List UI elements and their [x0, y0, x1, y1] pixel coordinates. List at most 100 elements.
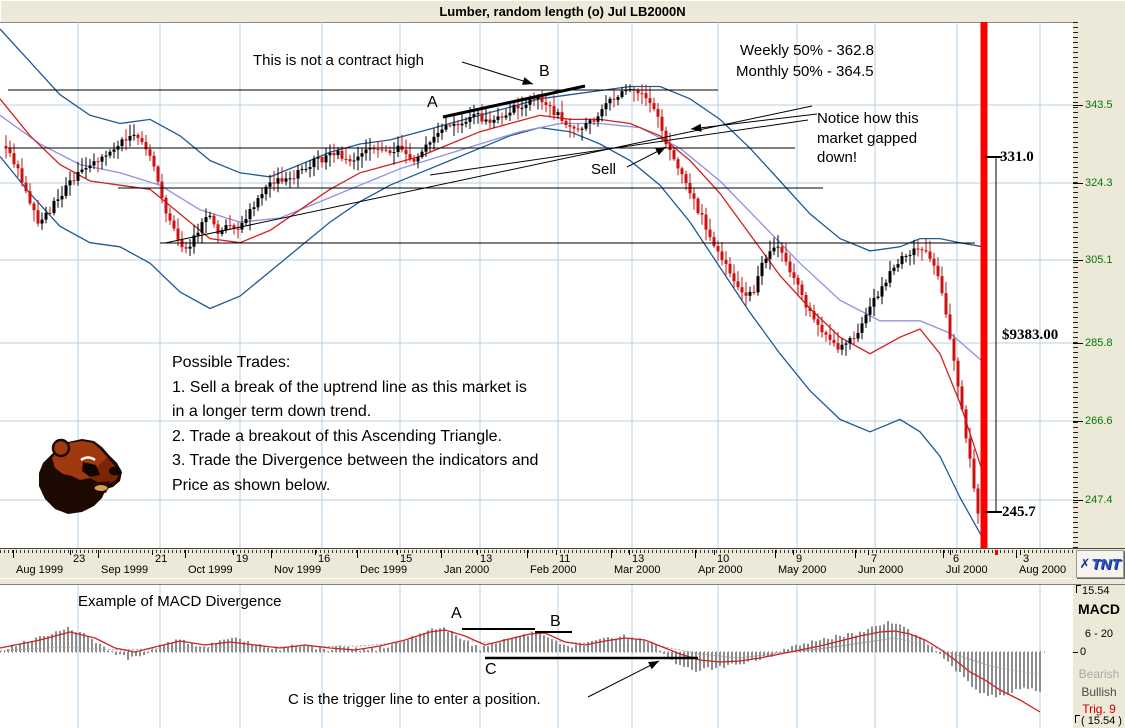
marker-tick: [995, 550, 998, 555]
macd-params: 6 - 20: [1084, 628, 1114, 640]
month-label: Aug 1999: [16, 564, 64, 576]
macd-label-b: B: [550, 613, 561, 630]
month-label: Apr 2000: [698, 564, 743, 576]
week-tick: [397, 550, 398, 555]
week-label: 3: [1023, 553, 1030, 565]
macd-trigger-label: Trig. 9: [1082, 702, 1116, 716]
week-label: 6: [953, 553, 960, 565]
note-line: in a longer term down trend.: [172, 403, 372, 420]
week-label: 13: [632, 553, 645, 565]
month-tick: [1016, 550, 1017, 558]
chart-title: Lumber, random length (o) Jul LB2000N: [439, 3, 686, 19]
price-axis-tick: [1073, 183, 1083, 184]
month-tick: [13, 550, 14, 558]
bracket-mark-icon: [1076, 585, 1081, 593]
macd-title: Example of MACD Divergence: [78, 593, 282, 610]
month-label: Jun 2000: [858, 564, 904, 576]
week-label: 15: [400, 553, 413, 565]
week-tick: [950, 550, 951, 555]
week-tick: [629, 550, 630, 555]
month-label: Feb 2000: [530, 564, 577, 576]
macd-bearish-label: Bearish: [1078, 667, 1120, 681]
month-label: Jul 2000: [946, 564, 988, 576]
price-axis-label: 343.5: [1085, 99, 1113, 111]
label-sell: Sell: [591, 161, 617, 178]
price-axis-tick: [1073, 343, 1083, 344]
month-tick: [98, 550, 99, 558]
macd-label-c: C: [485, 661, 497, 678]
month-tick: [185, 550, 186, 558]
price-axis: 343.5 324.3 305.1 285.8 266.6 247.4: [1073, 22, 1125, 548]
week-tick: [477, 550, 478, 555]
note-line: Price as shown below.: [172, 476, 331, 494]
note-line: Notice how this: [817, 110, 919, 127]
bracket-range-value: $9383.00: [1002, 327, 1059, 343]
tnt-logo-mark-icon: ✗: [1079, 556, 1091, 571]
month-tick: [441, 550, 442, 558]
week-tick: [556, 550, 557, 555]
month-label: Aug 2000: [1019, 564, 1067, 576]
week-label: 19: [236, 553, 249, 565]
time-axis: Aug 1999 Sep 1999 Oct 1999 Nov 1999 Dec 1999…: [0, 548, 1125, 579]
week-label: 13: [480, 553, 493, 565]
price-axis-label: 247.4: [1085, 494, 1113, 506]
title-bar: Lumber, random length (o) Jul LB2000N: [0, 0, 1125, 23]
week-tick: [152, 550, 153, 555]
note-weekly-level: Weekly 50% - 362.8: [740, 42, 874, 59]
macd-axis: 15.54 MACD 6 - 20 0 Bearish Bullish Trig…: [1073, 583, 1125, 728]
note-line: 1. Sell a break of the uptrend line as t…: [172, 378, 527, 396]
price-axis-label: 285.8: [1085, 337, 1113, 349]
month-tick: [357, 550, 358, 558]
month-tick: [527, 550, 528, 558]
price-axis-tick: [1073, 500, 1083, 501]
month-label: Dec 1999: [360, 564, 408, 576]
tnt-logo-text: TNT: [1091, 555, 1121, 573]
tnt-logo: ✗ TNT: [1076, 550, 1124, 578]
note-line: market gapped: [817, 129, 918, 147]
week-tick: [233, 550, 234, 555]
month-tick: [775, 550, 776, 558]
price-axis-label: 266.6: [1085, 415, 1113, 427]
week-tick: [315, 550, 316, 555]
macd-chart-canvas[interactable]: [0, 583, 1073, 728]
note-line: 2. Trade a breakout of this Ascending Tr…: [172, 427, 502, 445]
zero-tick: [1073, 652, 1078, 653]
macd-indicator-name: MACD: [1078, 601, 1120, 617]
bracket-bottom-value: 245.7: [1002, 504, 1036, 520]
note-possible-trades: Possible Trades: 1. Sell a break of the …: [172, 351, 538, 498]
month-label: Sep 1999: [101, 564, 149, 576]
month-tick: [855, 550, 856, 558]
panel-splitter[interactable]: [0, 578, 1125, 585]
week-tick: [793, 550, 794, 555]
note-line: 3. Trade the Divergence between the indi…: [172, 452, 539, 469]
month-tick: [611, 550, 612, 558]
week-tick: [714, 550, 715, 555]
note-gap-down: Notice how this market gapped down!: [817, 109, 919, 168]
week-label: 21: [155, 553, 168, 565]
bracket-mark-icon: [1075, 715, 1080, 723]
note-monthly-level: Monthly 50% - 364.5: [736, 63, 874, 80]
macd-bottom-value: ( 15.54 ): [1075, 715, 1125, 727]
price-chart-canvas[interactable]: [0, 22, 1073, 548]
month-label: Nov 1999: [274, 564, 322, 576]
macd-bullish-label: Bullish: [1081, 685, 1117, 699]
macd-trigger-note: C is the trigger line to enter a positio…: [288, 691, 541, 708]
week-tick: [868, 550, 869, 555]
month-tick: [271, 550, 272, 558]
month-label: Jan 2000: [444, 564, 490, 576]
note-line: Possible Trades:: [172, 354, 291, 371]
price-axis-tick: [1073, 260, 1083, 261]
price-axis-tick: [1073, 105, 1083, 106]
bear-icon: [39, 438, 122, 514]
month-label: Mar 2000: [614, 564, 661, 576]
note-line: down!: [817, 149, 858, 166]
note-contract-high: This is not a contract high: [253, 52, 424, 69]
week-label: 9: [796, 553, 803, 565]
week-label: 16: [318, 553, 331, 565]
month-tick: [695, 550, 696, 558]
month-tick: [943, 550, 944, 558]
week-tick: [1020, 550, 1021, 555]
label-point-b: B: [539, 63, 550, 80]
week-label: 7: [871, 553, 878, 565]
